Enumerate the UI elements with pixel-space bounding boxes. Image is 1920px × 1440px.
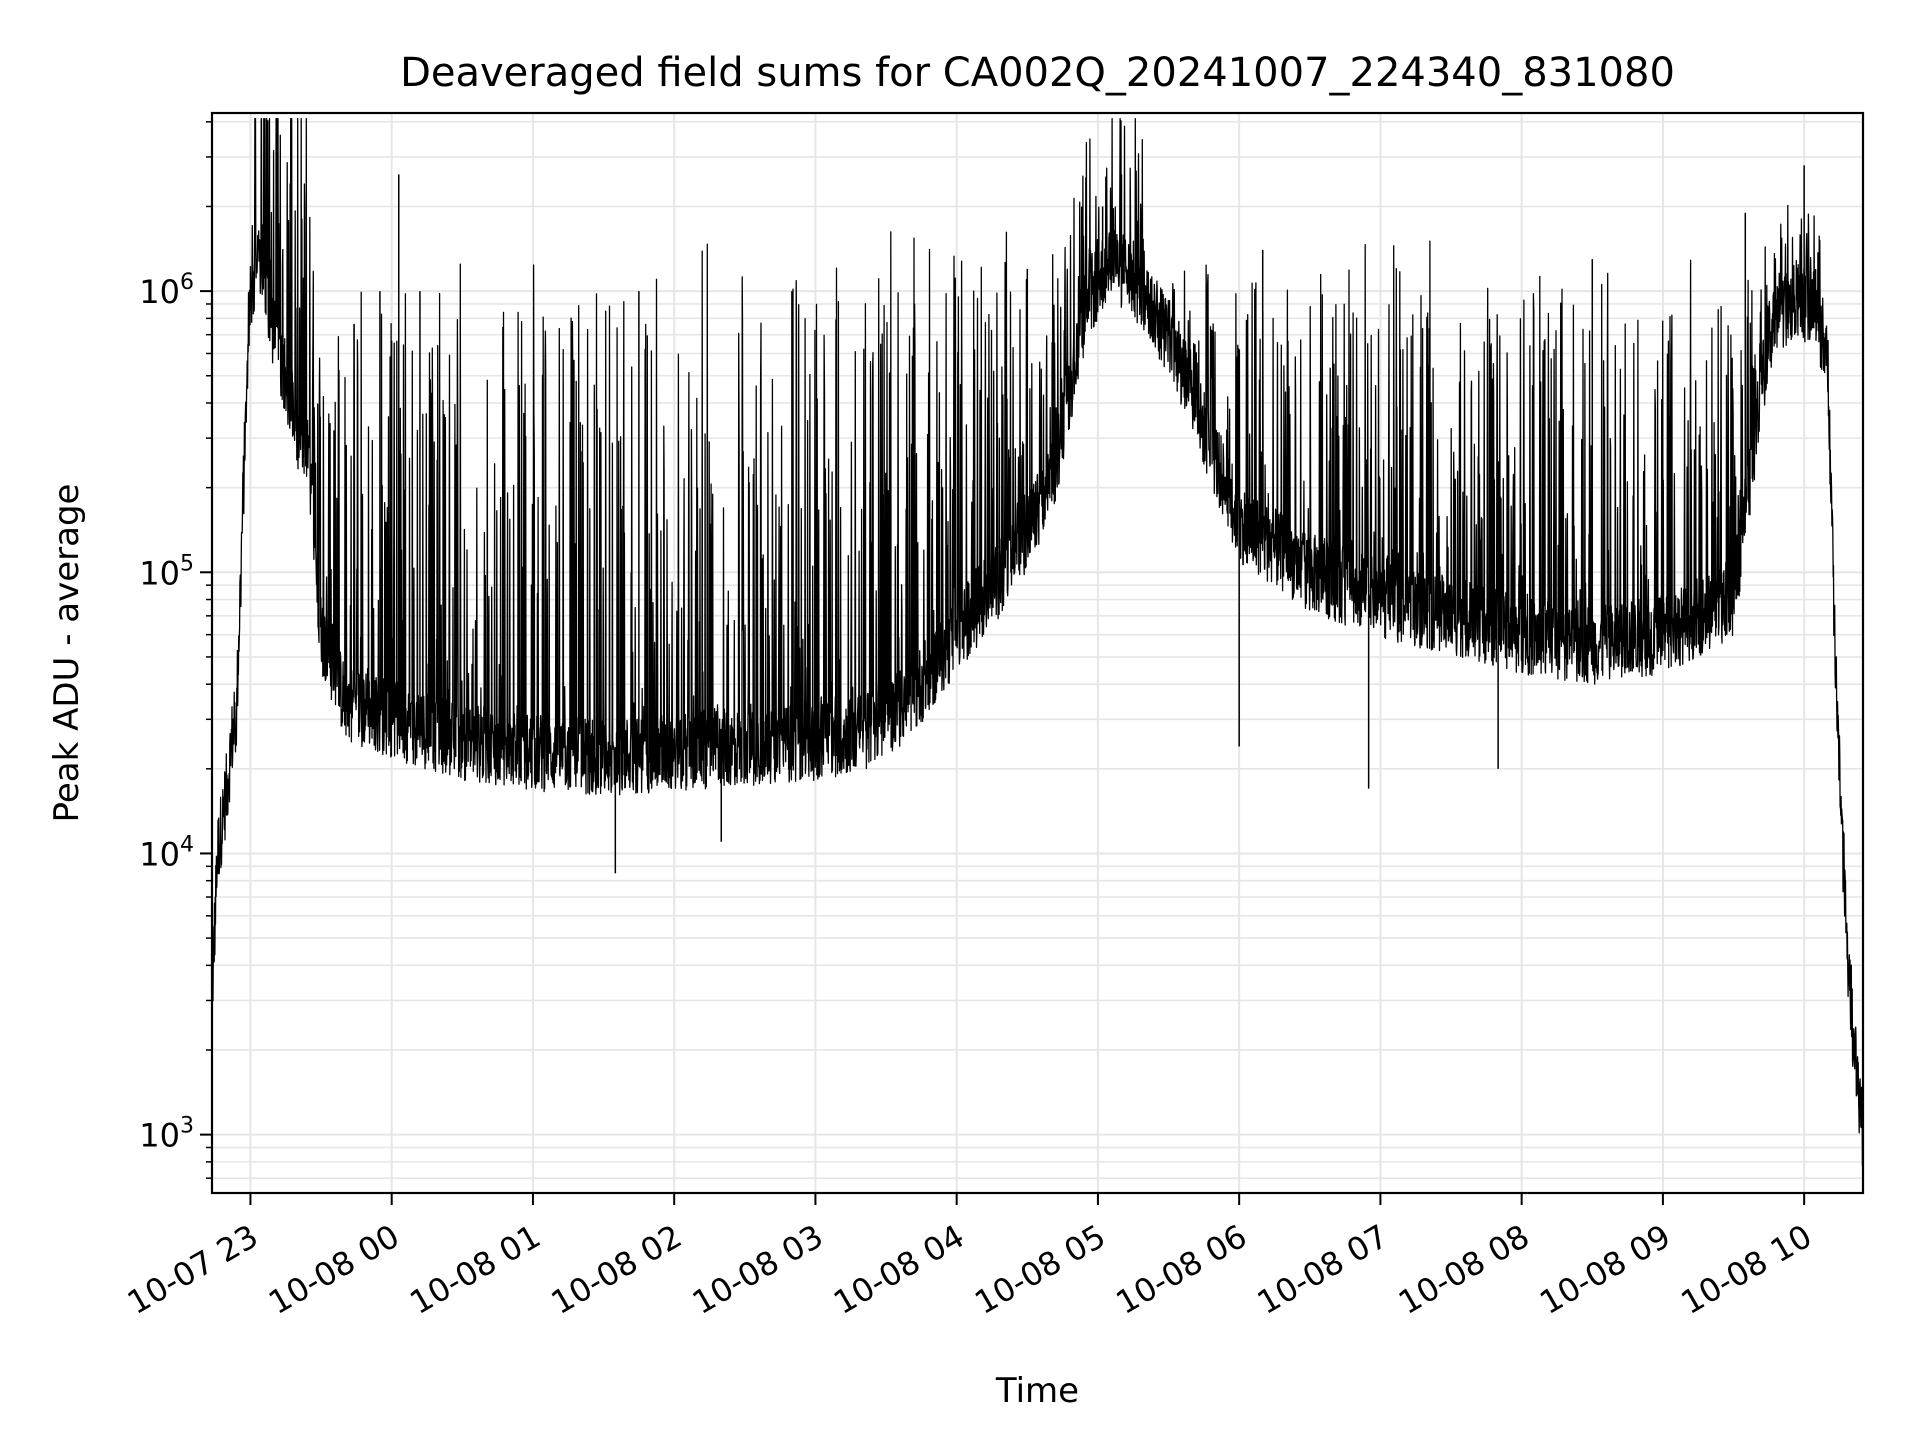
- y-tick-label: 103: [139, 1114, 194, 1155]
- series-line: [211, 117, 1864, 1167]
- y-axis: 103 104 105 106: [139, 121, 212, 1179]
- x-axis-label: Time: [995, 1371, 1079, 1411]
- plot-area: [211, 117, 1864, 1167]
- y-tick-label: 106: [139, 270, 194, 311]
- y-axis-label: Peak ADU - average: [47, 484, 87, 823]
- axes-frame: [210, 111, 1865, 1195]
- y-tick-label: 104: [139, 832, 194, 873]
- y-tick-label: 105: [139, 551, 194, 592]
- chart-title: Deaveraged field sums for CA002Q_2024100…: [400, 50, 1675, 96]
